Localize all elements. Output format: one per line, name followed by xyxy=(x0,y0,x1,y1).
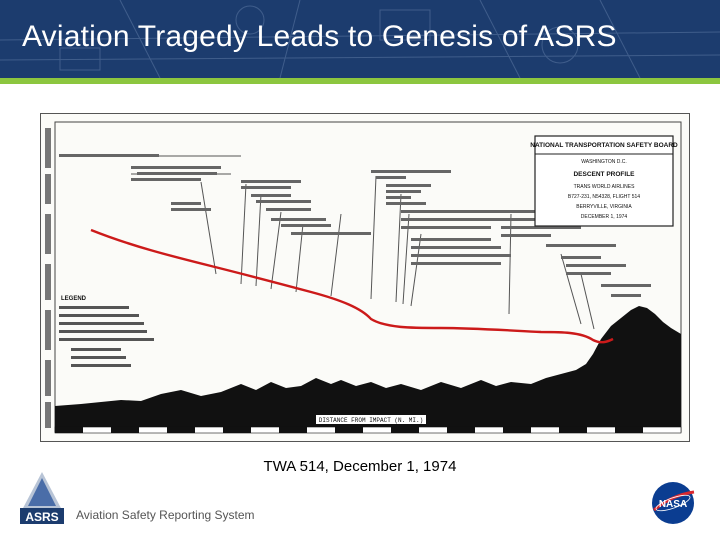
distance-scale: DISTANCE FROM IMPACT (N. MI.) xyxy=(54,415,682,434)
legend-title: LEGEND xyxy=(61,296,87,302)
ntsb-line1: NATIONAL TRANSPORTATION SAFETY BOARD xyxy=(530,142,678,149)
figure-caption: TWA 514, December 1, 1974 xyxy=(263,458,457,475)
terrain-silhouette xyxy=(55,306,681,432)
descent-profile-figure: NATIONAL TRANSPORTATION SAFETY BOARD WAS… xyxy=(40,113,690,442)
aeronautical-chart-background xyxy=(0,0,720,78)
distance-label: DISTANCE FROM IMPACT (N. MI.) xyxy=(319,417,423,424)
descent-profile-chart: NATIONAL TRANSPORTATION SAFETY BOARD WAS… xyxy=(41,114,689,441)
ntsb-line7: DECEMBER 1, 1974 xyxy=(581,214,628,220)
nasa-meatball-logo: NASA xyxy=(652,482,695,524)
asrs-logo: ASRS xyxy=(20,472,64,524)
ntsb-line5: B727-231, N54328, FLIGHT 514 xyxy=(568,194,640,200)
ntsb-line6: BERRYVILLE, VIRGINIA xyxy=(576,204,632,210)
accent-divider xyxy=(0,78,720,84)
descent-profile-line xyxy=(90,228,614,344)
ntsb-line2: WASHINGTON D.C. xyxy=(581,159,627,165)
title-bar: Aviation Tragedy Leads to Genesis of ASR… xyxy=(0,0,720,78)
altitude-axis-scan xyxy=(45,128,51,428)
cvr-annotation-text-scan xyxy=(59,154,651,297)
nasa-logo-text: NASA xyxy=(659,499,687,510)
asrs-logo-text: ASRS xyxy=(25,510,58,524)
legend: LEGEND xyxy=(59,296,154,367)
ntsb-line3: DESCENT PROFILE xyxy=(573,171,635,178)
footer-label: Aviation Safety Reporting System xyxy=(76,508,255,522)
ntsb-line4: TRANS WORLD AIRLINES xyxy=(574,184,636,190)
ntsb-title-block: NATIONAL TRANSPORTATION SAFETY BOARD WAS… xyxy=(530,135,678,227)
page-title: Aviation Tragedy Leads to Genesis of ASR… xyxy=(22,20,617,53)
